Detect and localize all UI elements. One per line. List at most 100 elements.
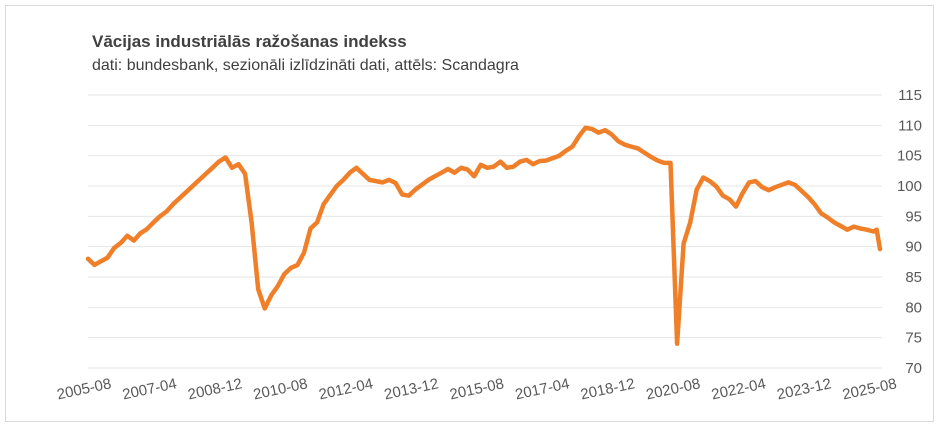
data-point: [669, 161, 672, 165]
data-point: [813, 202, 816, 206]
data-point: [786, 180, 790, 184]
data-point: [413, 188, 417, 192]
data-point: [394, 181, 398, 185]
data-point: [767, 188, 771, 192]
data-point: [701, 176, 705, 179]
data-point: [819, 211, 823, 215]
data-point: [171, 202, 175, 206]
data-point: [446, 167, 450, 171]
data-point: [276, 284, 280, 288]
data-point: [773, 185, 777, 189]
data-point: [368, 178, 371, 182]
data-point: [512, 165, 515, 169]
data-point: [636, 146, 640, 150]
data-point: [584, 126, 587, 130]
data-point: [577, 134, 581, 138]
y-tick-label: 110: [898, 117, 922, 134]
data-point: [505, 166, 509, 170]
data-point: [119, 241, 123, 245]
y-tick-label: 70: [905, 360, 922, 377]
data-point: [348, 171, 352, 175]
data-point: [793, 183, 797, 187]
data-point: [525, 158, 528, 162]
data-point: [780, 183, 784, 187]
data-point: [708, 179, 712, 183]
chart-title: Vācijas industriālās ražošanas indekss: [92, 32, 407, 51]
data-point: [224, 156, 227, 159]
data-point: [610, 132, 614, 136]
y-tick-label: 75: [905, 330, 922, 347]
data-point: [86, 257, 90, 261]
data-point: [845, 228, 849, 232]
y-tick-label: 115: [898, 87, 922, 104]
data-point: [695, 188, 699, 192]
data-point: [230, 166, 234, 170]
data-point: [125, 234, 129, 238]
data-point: [112, 246, 116, 250]
data-point: [328, 193, 332, 197]
data-point: [302, 251, 306, 255]
data-point: [616, 139, 620, 143]
data-point: [642, 151, 646, 155]
data-point: [623, 143, 627, 147]
x-tick-label: 2008-12: [186, 375, 243, 403]
data-point: [184, 190, 188, 194]
data-point: [243, 172, 247, 176]
data-point: [597, 131, 600, 135]
data-point: [152, 220, 155, 224]
x-tick-label: 2023-12: [775, 375, 832, 403]
data-point: [282, 272, 286, 276]
data-point: [544, 159, 548, 162]
data-point: [518, 160, 522, 164]
data-point: [826, 216, 830, 219]
data-point: [734, 205, 738, 209]
data-point: [852, 225, 856, 229]
data-point: [875, 228, 879, 232]
data-point: [865, 228, 869, 232]
data-point: [93, 263, 96, 267]
data-point: [145, 227, 149, 231]
data-point: [557, 154, 561, 158]
data-point: [570, 145, 574, 149]
x-tick-label: 2012-04: [317, 375, 374, 403]
x-tick-label: 2015-08: [448, 375, 505, 403]
data-point: [629, 145, 633, 149]
data-point: [381, 180, 384, 184]
series-line: [85, 125, 883, 346]
data-point: [492, 165, 496, 169]
data-point: [158, 214, 162, 218]
data-point: [760, 185, 764, 189]
data-point: [237, 162, 240, 166]
data-point: [453, 171, 456, 175]
gridlines: [88, 94, 882, 369]
y-tick-label: 95: [905, 208, 922, 225]
data-point: [662, 161, 666, 165]
data-point: [675, 342, 679, 346]
data-point: [440, 171, 443, 175]
data-point: [590, 127, 594, 131]
data-point: [551, 156, 555, 160]
data-point: [649, 155, 653, 159]
data-point: [420, 183, 424, 187]
x-tick-label: 2018-12: [579, 375, 636, 403]
chart-frame: [5, 5, 934, 422]
data-point: [138, 231, 142, 235]
data-point: [538, 159, 542, 163]
data-point: [721, 194, 725, 198]
data-point: [682, 242, 686, 246]
data-point: [741, 191, 744, 195]
data-point: [256, 287, 260, 291]
x-tick-label: 2010-08: [252, 375, 309, 403]
data-point: [191, 184, 195, 188]
data-point: [839, 224, 843, 228]
data-point: [289, 266, 293, 270]
data-point: [485, 166, 489, 170]
data-point: [106, 256, 110, 260]
y-tick-label: 85: [905, 269, 922, 286]
data-point: [472, 174, 476, 178]
data-point: [603, 128, 607, 132]
data-point: [466, 168, 470, 172]
data-point: [754, 179, 758, 183]
data-point: [714, 185, 718, 189]
data-point: [335, 184, 339, 188]
